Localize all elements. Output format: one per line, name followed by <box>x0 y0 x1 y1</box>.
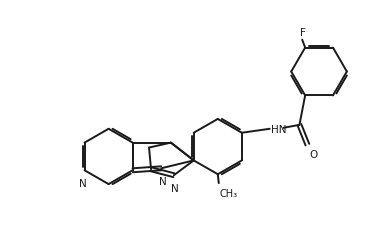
Text: F: F <box>300 28 306 38</box>
Text: N: N <box>171 183 179 193</box>
Text: HN: HN <box>271 124 286 134</box>
Text: N: N <box>159 176 167 186</box>
Text: N: N <box>79 178 86 188</box>
Text: O: O <box>309 149 318 159</box>
Text: CH₃: CH₃ <box>220 188 238 198</box>
